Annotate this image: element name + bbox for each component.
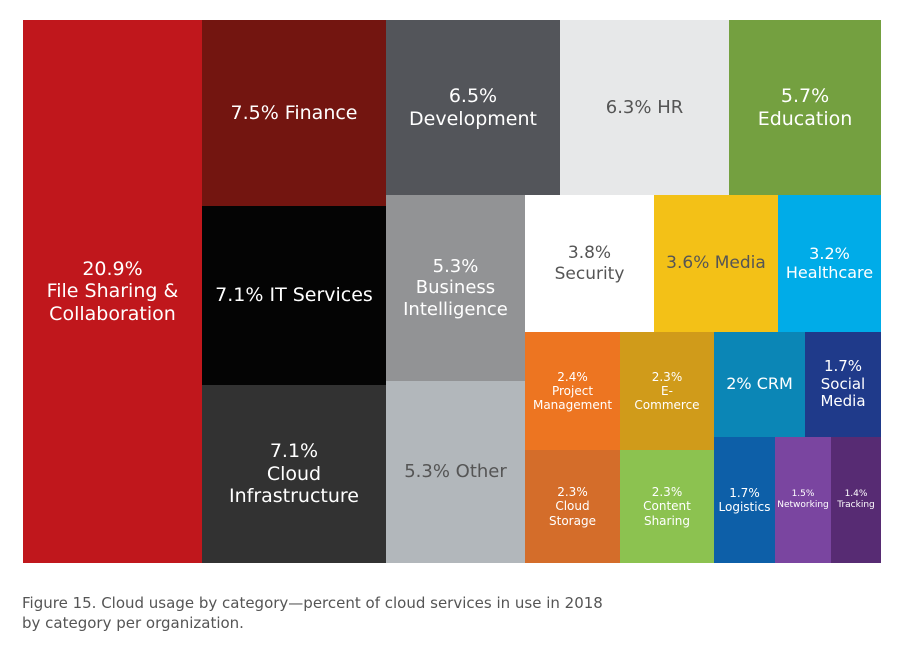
tile-label-finance: 7.5% Finance — [230, 101, 358, 124]
treemap-tile-networking: 1.5% Networking — [775, 437, 831, 563]
tile-label-other: 5.3% Other — [404, 461, 507, 483]
treemap-tile-education: 5.7% Education — [729, 20, 881, 195]
tile-label-healthcare: 3.2% Healthcare — [785, 243, 874, 282]
tile-label-business-intelligence: 5.3% Business Intelligence — [403, 256, 508, 320]
tile-label-crm: 2% CRM — [726, 374, 793, 394]
treemap-tile-media: 3.6% Media — [654, 195, 778, 332]
treemap-tile-business-intelligence: 5.3% Business Intelligence — [386, 195, 525, 381]
treemap-tile-healthcare: 3.2% Healthcare — [778, 195, 881, 332]
tile-label-tracking: 1.4% Tracking — [837, 489, 875, 510]
tile-label-security: 3.8% Security — [554, 243, 625, 284]
tile-label-media: 3.6% Media — [666, 253, 766, 274]
treemap-tile-cloud-infrastructure: 7.1% Cloud Infrastructure — [202, 385, 386, 563]
treemap-tile-security: 3.8% Security — [525, 195, 654, 332]
tile-label-e-commerce: 2.3% E- Commerce — [634, 369, 700, 413]
tile-label-logistics: 1.7% Logistics — [718, 485, 771, 514]
treemap-tile-tracking: 1.4% Tracking — [831, 437, 881, 563]
treemap-tile-development: 6.5% Development — [386, 20, 560, 195]
tile-label-networking: 1.5% Networking — [777, 489, 829, 510]
treemap-tile-crm: 2% CRM — [714, 332, 805, 437]
tile-label-project-management: 2.4% Project Management — [532, 369, 613, 413]
treemap-tile-e-commerce: 2.3% E- Commerce — [620, 332, 714, 450]
treemap-tile-cloud-storage: 2.3% Cloud Storage — [525, 450, 620, 563]
tile-label-cloud-infrastructure: 7.1% Cloud Infrastructure — [228, 440, 359, 508]
tile-label-file-sharing-collaboration: 20.9% File Sharing & Collaboration — [46, 257, 179, 325]
treemap-tile-logistics: 1.7% Logistics — [714, 437, 775, 563]
tile-label-education: 5.7% Education — [757, 85, 853, 130]
treemap-tile-content-sharing: 2.3% Content Sharing — [620, 450, 714, 563]
tile-label-development: 6.5% Development — [409, 85, 537, 130]
tile-label-hr: 6.3% HR — [605, 96, 684, 118]
treemap-tile-it-services: 7.1% IT Services — [202, 206, 386, 385]
tile-label-cloud-storage: 2.3% Cloud Storage — [549, 485, 596, 528]
treemap-tile-file-sharing-collaboration: 20.9% File Sharing & Collaboration — [23, 20, 202, 563]
figure-caption: Figure 15. Cloud usage by category—perce… — [22, 594, 603, 632]
treemap-tile-finance: 7.5% Finance — [202, 20, 386, 206]
treemap-tile-hr: 6.3% HR — [560, 20, 729, 195]
treemap-tile-project-management: 2.4% Project Management — [525, 332, 620, 450]
tile-label-social-media: 1.7% Social Media — [820, 356, 866, 411]
treemap-tile-other: 5.3% Other — [386, 381, 525, 563]
treemap-chart: 20.9% File Sharing & Collaboration 7.5% F… — [23, 20, 881, 563]
treemap-tile-social-media: 1.7% Social Media — [805, 332, 881, 437]
tile-label-content-sharing: 2.3% Content Sharing — [643, 485, 691, 528]
tile-label-it-services: 7.1% IT Services — [215, 284, 373, 307]
